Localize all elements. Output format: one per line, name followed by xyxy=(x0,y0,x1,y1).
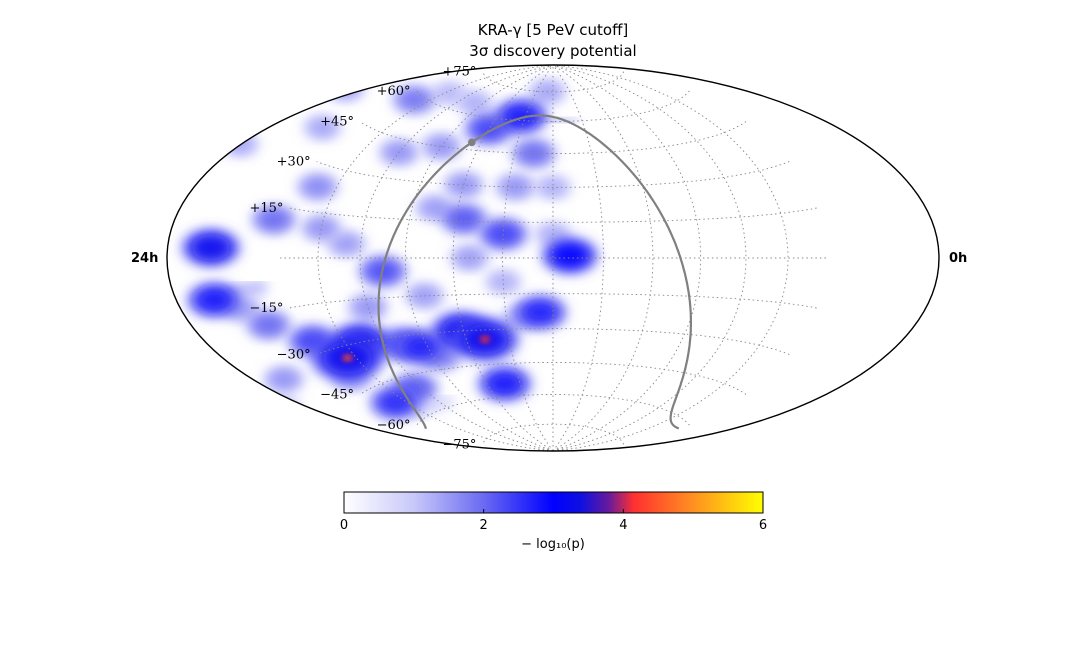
sky-boundary xyxy=(166,64,940,452)
galactic-plane-line xyxy=(471,114,692,430)
galactic-plane xyxy=(377,114,692,430)
declination-tick-label: +30° xyxy=(277,155,311,170)
declination-tick-label: +15° xyxy=(249,201,283,216)
hotspot xyxy=(513,295,568,330)
parallel-line xyxy=(289,207,817,223)
colorbar-tick-label: 0 xyxy=(340,518,348,533)
declination-tick-label: +45° xyxy=(320,115,354,130)
hotspot xyxy=(478,218,529,250)
declination-tick-label: −45° xyxy=(320,388,354,403)
hotspot xyxy=(263,366,305,393)
declination-tick-label: +60° xyxy=(377,84,411,99)
hotspot xyxy=(484,269,523,295)
hotspot xyxy=(245,310,292,340)
meridian-line xyxy=(552,65,604,451)
colorbar-gradient xyxy=(343,491,764,514)
declination-tick-label: −15° xyxy=(249,301,283,316)
hotspot xyxy=(181,229,241,267)
hotspot xyxy=(296,173,339,201)
hotspot xyxy=(494,173,537,201)
chart-title: KRA-γ [5 PeV cutoff] xyxy=(477,21,629,39)
chart-subtitle: 3σ discovery potential xyxy=(469,42,637,60)
hotspot xyxy=(347,294,389,321)
hotspot xyxy=(250,205,297,234)
ra-label-right: 0h xyxy=(949,251,967,266)
colorbar-tick-label: 2 xyxy=(480,518,488,533)
hotspot xyxy=(310,334,385,382)
parallel-line xyxy=(359,362,747,395)
declination-labels: +75° +60° +45° +30° +15° −15° −30° −45° −60° −75° xyxy=(249,65,476,453)
hotspot xyxy=(300,214,343,242)
hotspot xyxy=(493,99,549,134)
hotspot xyxy=(455,90,494,115)
declination-tick-label: +75° xyxy=(442,65,476,80)
hotspot xyxy=(302,115,343,140)
colorbar-ticks: 0 2 4 6 xyxy=(340,509,767,533)
hotspot xyxy=(442,171,485,199)
hotspot xyxy=(326,231,367,257)
hotspot xyxy=(439,203,489,235)
hotspot xyxy=(186,282,242,318)
colorbar-tick-label: 6 xyxy=(759,518,767,533)
hotspot xyxy=(263,396,302,420)
colorbar-label: − log₁₀(p) xyxy=(521,537,585,552)
parallel-line xyxy=(316,161,790,188)
declination-tick-label: −60° xyxy=(377,418,411,433)
hotspot xyxy=(541,237,599,274)
declination-tick-label: −30° xyxy=(277,348,311,363)
heatmap-layer xyxy=(181,75,599,420)
declination-tick-label: −75° xyxy=(442,437,476,452)
hotspot xyxy=(391,85,437,114)
parallel-line xyxy=(359,121,747,154)
galactic-center-marker xyxy=(468,138,476,147)
colorbar: 0 2 4 6 − log₁₀(p) xyxy=(340,491,767,552)
hotspot xyxy=(369,386,422,420)
meridian-line xyxy=(502,65,554,451)
galactic-plane-line xyxy=(377,141,473,430)
hotspot xyxy=(324,75,366,102)
hotspot xyxy=(477,366,532,401)
colorbar-tick-label: 4 xyxy=(619,518,627,533)
parallel-line xyxy=(289,293,817,309)
ra-label-left: 24h xyxy=(131,251,158,266)
hotspot xyxy=(450,317,520,361)
heat-band xyxy=(411,396,455,420)
